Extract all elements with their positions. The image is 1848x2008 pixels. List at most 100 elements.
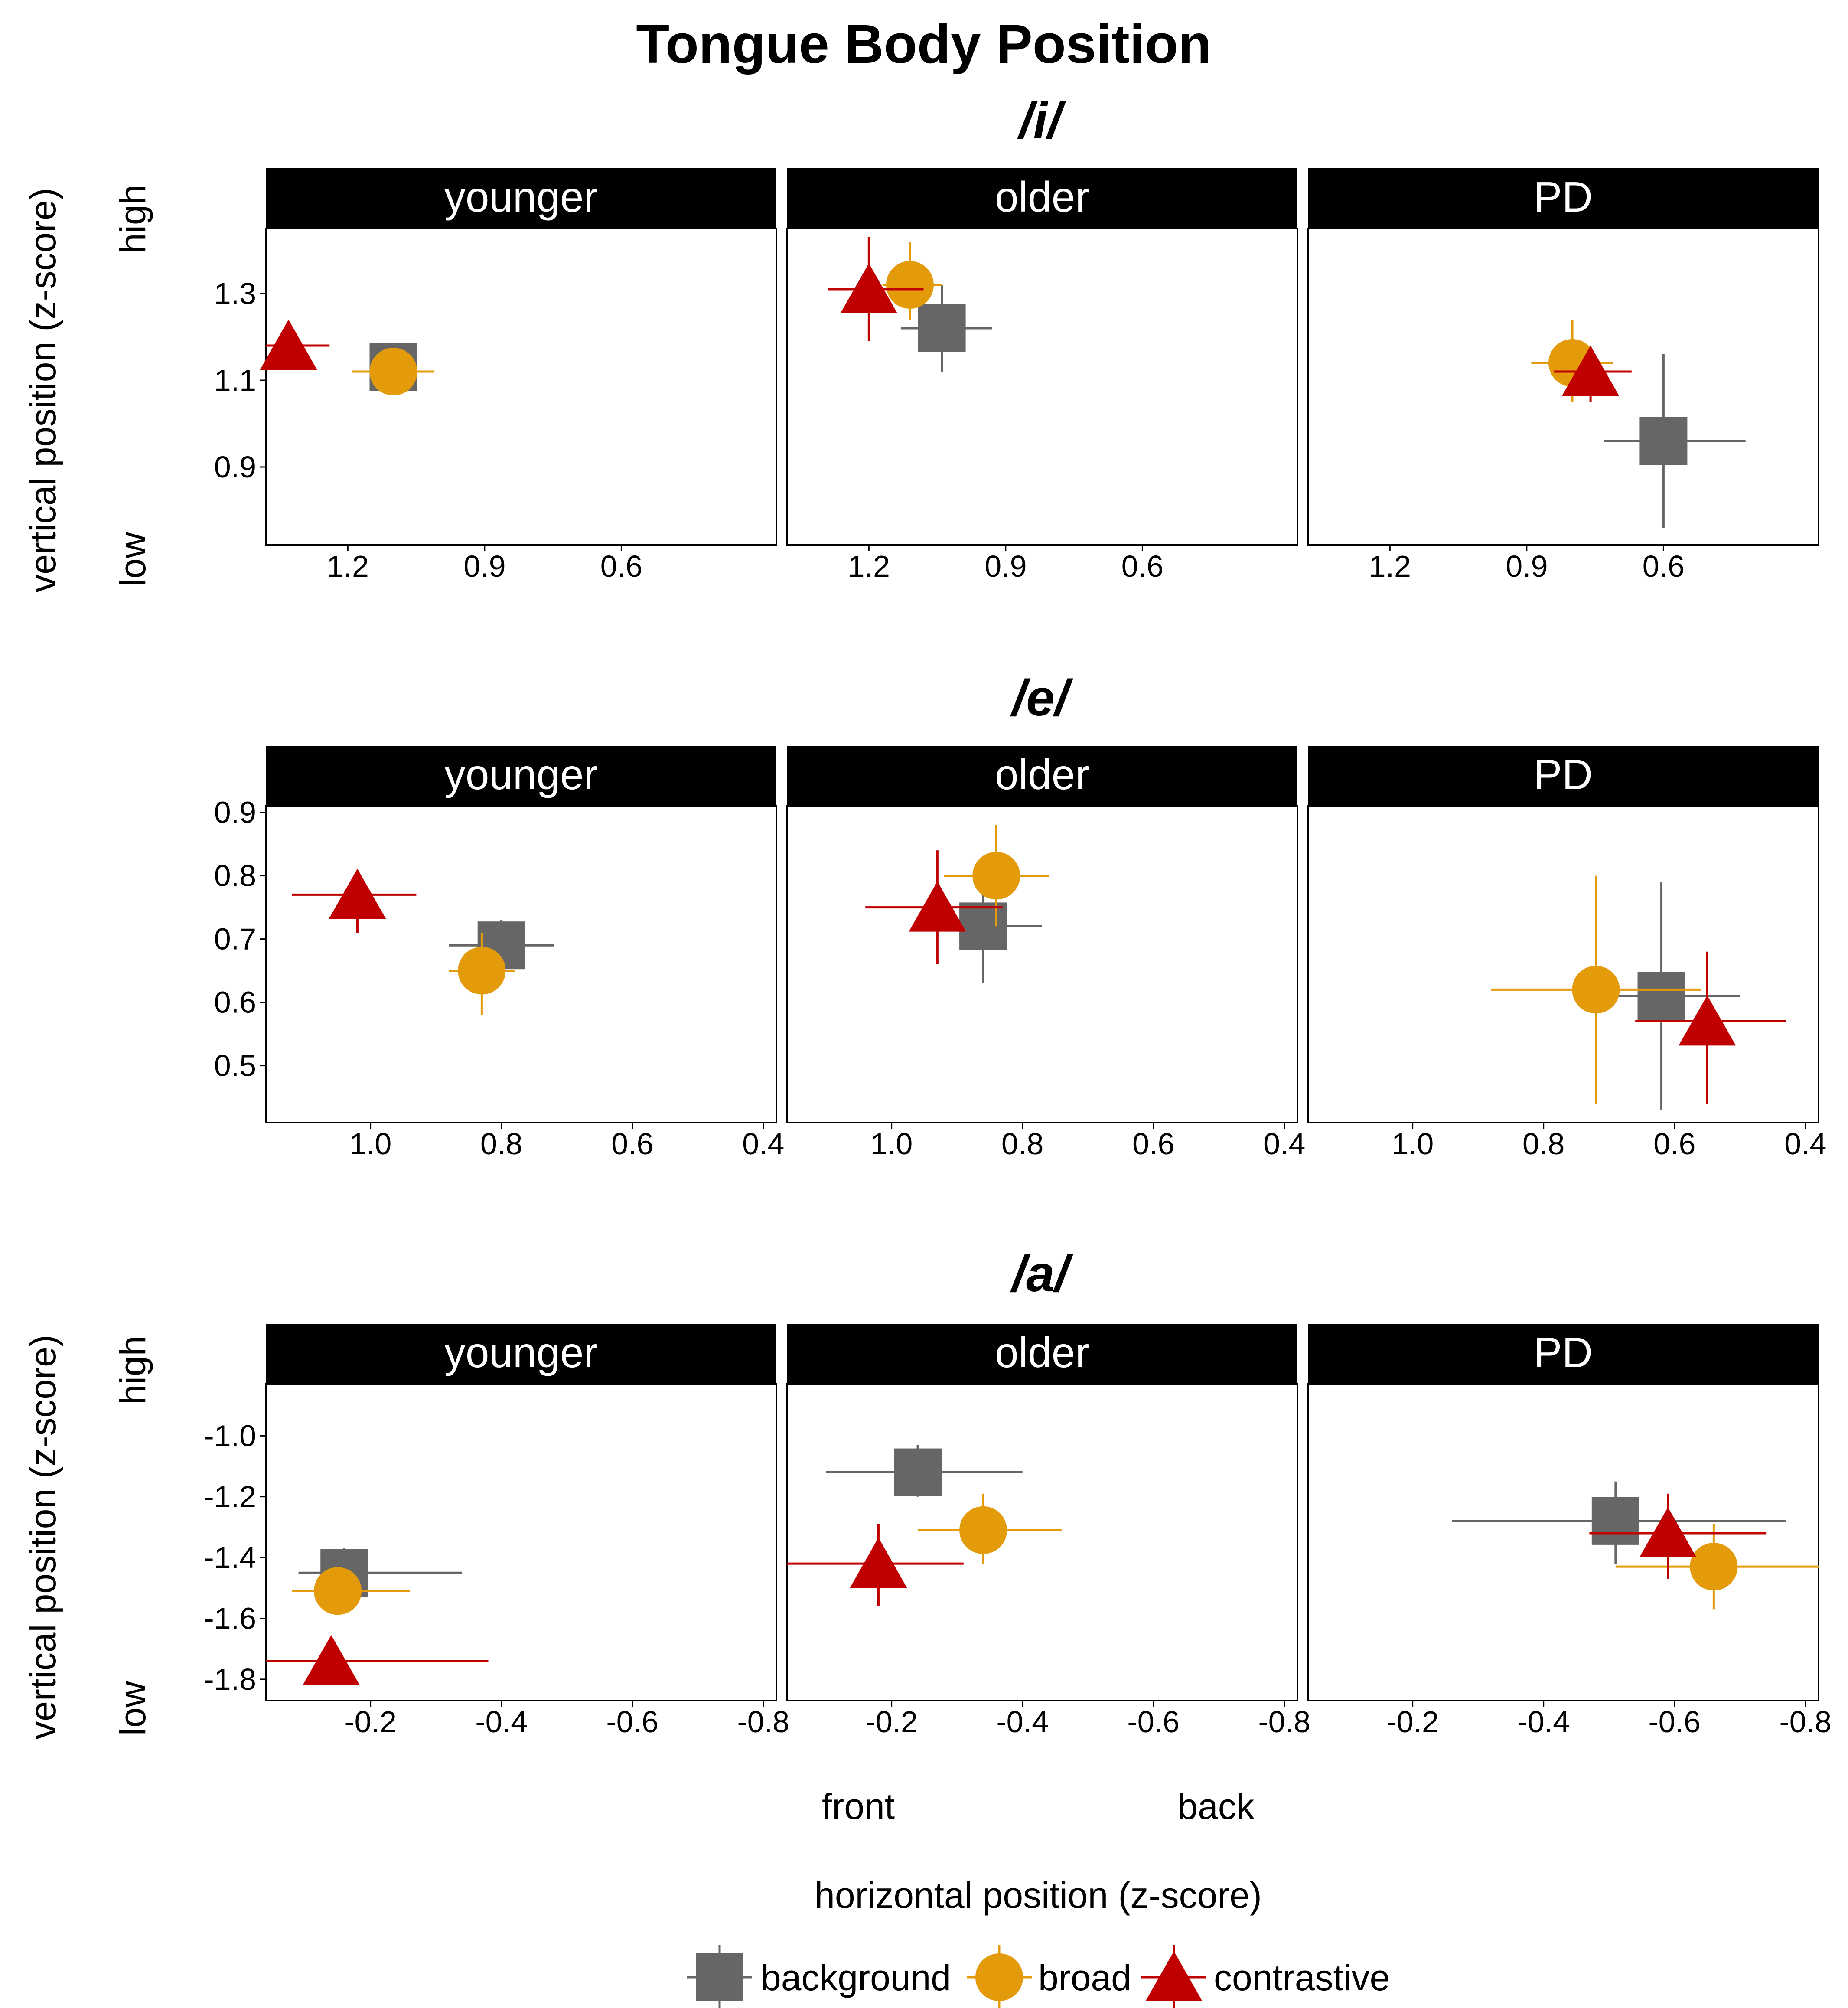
legend-item-contrastive: contrastive [1141, 1945, 1390, 2008]
y-tick-label: 1.3 [214, 277, 256, 310]
panel-younger: younger -0.2 -0.4 -0.6 -0.8 -1.0 -1.2 -1.4 -1.6 -… [204, 1324, 789, 1739]
point-broad [886, 261, 934, 309]
x-tick-label: 1.0 [1392, 1127, 1434, 1161]
vowel-row-1: /e/younger 1.0 0.8 0.6 0.4 0.9 0.8 0.7 0.6 0.5 old… [214, 669, 1827, 1161]
legend-square-icon [696, 1953, 743, 2001]
x-tick-label: 0.8 [1001, 1127, 1043, 1161]
facet-strip [266, 746, 776, 806]
point-background [918, 304, 966, 352]
point-broad [959, 1506, 1007, 1554]
plot-panel [265, 228, 777, 546]
facet-label: younger [444, 173, 598, 221]
vowel-title: /i/ [1017, 92, 1067, 149]
point-contrastive [840, 263, 898, 313]
point-contrastive [1639, 1507, 1697, 1557]
point-broad [458, 947, 506, 995]
plot-panel [265, 1383, 777, 1701]
point-background [959, 902, 1007, 950]
y-tick-label: 0.6 [214, 986, 256, 1019]
facet-strip [1308, 1324, 1819, 1384]
x-tick-label: 1.2 [848, 549, 890, 583]
vowel-title: /e/ [1010, 669, 1073, 727]
facet-label: older [995, 173, 1089, 221]
plot-panel [786, 1383, 1298, 1701]
facet-label: older [995, 751, 1089, 798]
facet-label: older [995, 1329, 1089, 1376]
facet-strip [266, 168, 776, 229]
facet-strip [787, 168, 1297, 229]
point-background [1637, 972, 1685, 1020]
x-tick-label: -0.6 [1127, 1705, 1180, 1739]
panel-older: older 1.2 0.9 0.6 [786, 168, 1298, 583]
x-tick-label: -0.6 [606, 1705, 658, 1739]
x-tick-label: 0.9 [463, 549, 505, 583]
vowel-title: /a/ [1010, 1245, 1073, 1303]
facet-label: PD [1534, 173, 1593, 221]
facet-label: younger [444, 1329, 598, 1376]
y-tick-label: 0.8 [214, 859, 256, 893]
facet-label: PD [1534, 751, 1593, 798]
x-tick-label: -0.6 [1648, 1705, 1701, 1739]
point-contrastive [303, 1635, 360, 1685]
point-broad [369, 348, 417, 395]
x-tick-label: 1.0 [349, 1127, 391, 1161]
legend-circle-icon [975, 1953, 1023, 2001]
x-tick-label: 0.6 [1643, 549, 1685, 583]
x-tick-label: -0.2 [865, 1705, 918, 1739]
x-tick-label: 0.4 [742, 1127, 784, 1161]
x-tick-label: 1.2 [1369, 549, 1411, 583]
x-tick-label: 0.9 [1506, 549, 1548, 583]
high-label-top: high [112, 185, 153, 254]
plot-panel [786, 805, 1298, 1123]
plot-panel [1307, 805, 1819, 1123]
x-tick-label: 0.4 [1263, 1127, 1305, 1161]
panel-PD: PD -0.2 -0.4 -0.6 -0.8 [1307, 1324, 1832, 1739]
y-tick-label: -1.8 [204, 1662, 256, 1696]
x-tick-label: 0.4 [1784, 1127, 1826, 1161]
vowel-rows: /i/younger 1.2 0.9 0.6 1.3 1.1 0.9 older 1.2 0.9 0… [204, 92, 1832, 1739]
panel-PD: PD 1.0 0.8 0.6 0.4 [1307, 746, 1826, 1161]
y-tick-label: -1.6 [204, 1601, 256, 1635]
x-tick-label: -0.4 [1517, 1705, 1570, 1739]
panel-older: older 1.0 0.8 0.6 0.4 [786, 746, 1305, 1161]
y-tick-label: -1.4 [204, 1541, 256, 1574]
legend: background broad contrastive [687, 1945, 1390, 2008]
point-background [1591, 1497, 1639, 1545]
point-contrastive [909, 881, 966, 932]
x-tick-label: 0.8 [480, 1127, 522, 1161]
x-tick-label: -0.8 [1779, 1705, 1832, 1739]
x-tick-label: 0.6 [600, 549, 642, 583]
y-axis-title-bottom: vertical position (z-score) [23, 1335, 63, 1740]
facet-strip [1308, 168, 1819, 229]
x-tick-label: 1.0 [870, 1127, 913, 1161]
x-tick-label: 0.9 [984, 549, 1027, 583]
x-tick-label: -0.4 [475, 1705, 528, 1739]
front-label: front [822, 1786, 895, 1827]
x-tick-label: -0.2 [344, 1705, 397, 1739]
x-tick-label: 0.6 [1132, 1127, 1174, 1161]
y-tick-label: -1.2 [204, 1480, 256, 1514]
point-contrastive [850, 1538, 907, 1588]
point-broad [314, 1567, 362, 1615]
panel-younger: younger 1.2 0.9 0.6 1.3 1.1 0.9 [214, 168, 777, 583]
legend-label: broad [1038, 1957, 1131, 1998]
facet-label: younger [444, 751, 598, 798]
legend-triangle-icon [1145, 1951, 1203, 2001]
x-tick-label: -0.4 [996, 1705, 1049, 1739]
facet-strip [1308, 746, 1819, 806]
y-tick-label: 1.1 [214, 363, 256, 397]
x-tick-label: -0.8 [737, 1705, 789, 1739]
plot-panel [1307, 1383, 1819, 1701]
panel-PD: PD 1.2 0.9 0.6 [1307, 168, 1819, 583]
legend-label: contrastive [1214, 1957, 1390, 1998]
x-tick-label: 0.8 [1522, 1127, 1564, 1161]
facet-strip [787, 1324, 1297, 1384]
legend-item-broad: broad [967, 1945, 1131, 2008]
facet-strip [787, 746, 1297, 806]
y-tick-label: -1.0 [204, 1419, 256, 1453]
facet-label: PD [1534, 1329, 1593, 1376]
panel-older: older -0.2 -0.4 -0.6 -0.8 [786, 1324, 1310, 1739]
low-label-bottom: low [112, 1681, 153, 1736]
vowel-row-0: /i/younger 1.2 0.9 0.6 1.3 1.1 0.9 older 1.2 0.9 0… [214, 92, 1819, 583]
